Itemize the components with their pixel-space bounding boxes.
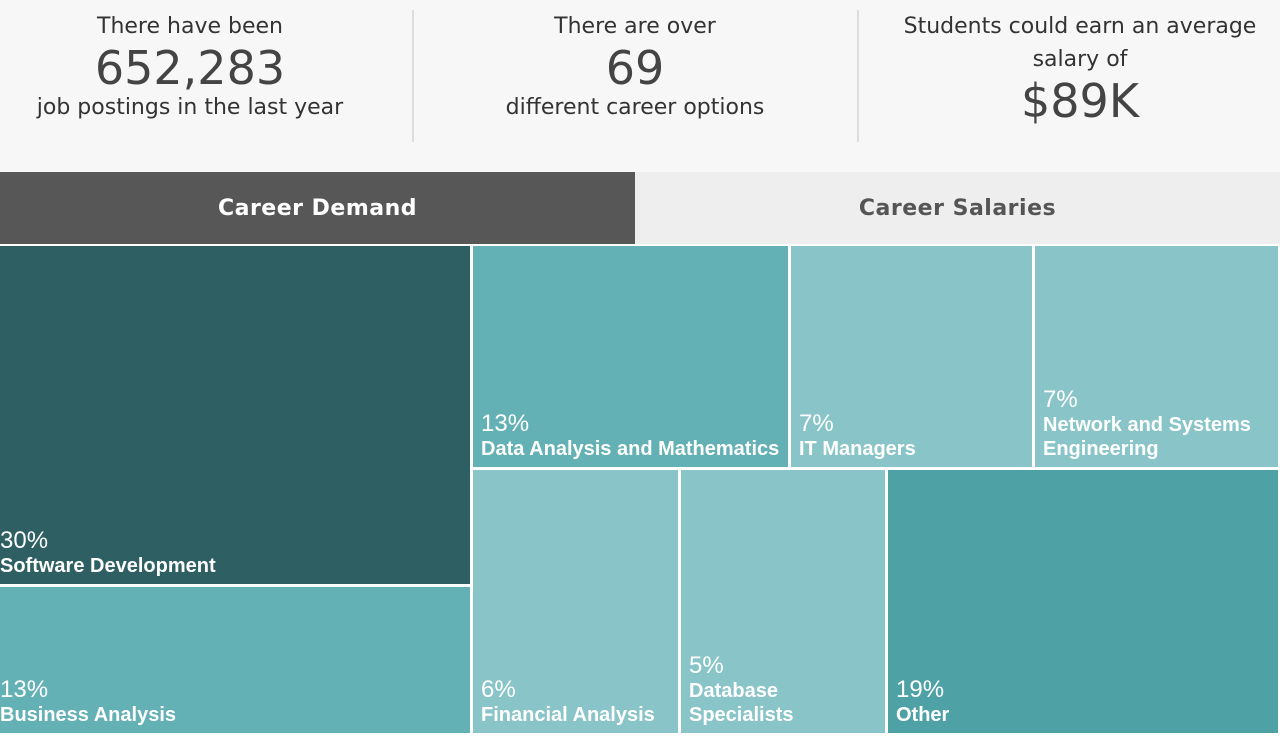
stat-career-options: There are over 69 different career optio…	[440, 10, 830, 142]
cell-name: Other	[896, 704, 950, 726]
stat-post-text: different career options	[505, 95, 765, 120]
tab-career-demand[interactable]: Career Demand	[0, 172, 635, 244]
treemap-cell-data-analysis[interactable]: 13% Data Analysis and Mathematics	[473, 246, 788, 467]
stat-pre-text: There are over	[554, 14, 716, 39]
cell-percent: 6%	[481, 676, 516, 703]
stats-banner: There have been 652,283 job postings in …	[0, 0, 1280, 172]
stat-value: $89K	[1021, 74, 1139, 128]
cell-label: 7% Network and Systems Engineering	[1043, 387, 1258, 461]
stat-value: 69	[605, 41, 665, 95]
treemap-cell-network-systems[interactable]: 7% Network and Systems Engineering	[1035, 246, 1278, 467]
tab-career-salaries[interactable]: Career Salaries	[635, 172, 1280, 244]
cell-name: Financial Analysis	[481, 704, 655, 726]
cell-name: Business Analysis	[0, 704, 177, 726]
treemap-cell-business-analysis[interactable]: 13% Business Analysis	[0, 587, 470, 733]
stat-pre-text: There have been	[97, 14, 283, 39]
cell-name: Database Specialists	[689, 680, 794, 726]
divider	[857, 10, 859, 142]
stat-post-text: job postings in the last year	[36, 95, 344, 120]
stat-value: 652,283	[94, 41, 286, 95]
cell-name: Data Analysis and Mathematics	[481, 438, 780, 460]
stat-pre-text: Students could earn an average salary of	[903, 14, 1257, 72]
treemap-cell-software-development[interactable]: 30% Software Development	[0, 246, 470, 584]
cell-percent: 13%	[0, 676, 49, 703]
divider	[412, 10, 414, 142]
cell-name: IT Managers	[799, 438, 916, 460]
stat-job-postings: There have been 652,283 job postings in …	[0, 10, 380, 142]
cell-percent: 7%	[799, 410, 834, 437]
stat-average-salary: Students could earn an average salary of…	[900, 10, 1260, 142]
cell-label: 6% Financial Analysis	[481, 677, 672, 727]
cell-label: 19% Other	[896, 677, 1272, 727]
cell-percent: 30%	[0, 527, 49, 554]
cell-percent: 13%	[481, 410, 530, 437]
career-demand-treemap: 30% Software Development 13% Business An…	[0, 244, 1280, 736]
treemap-cell-other[interactable]: 19% Other	[888, 470, 1278, 733]
cell-name: Software Development	[0, 555, 216, 577]
cell-percent: 5%	[689, 652, 724, 679]
cell-label: 13% Business Analysis	[0, 677, 464, 727]
tab-bar: Career Demand Career Salaries	[0, 172, 1280, 244]
treemap-cell-it-managers[interactable]: 7% IT Managers	[791, 246, 1032, 467]
cell-percent: 7%	[1043, 386, 1078, 413]
cell-label: 13% Data Analysis and Mathematics	[481, 411, 782, 461]
cell-name: Network and Systems Engineering	[1043, 414, 1251, 460]
cell-label: 5% Database Specialists	[689, 653, 825, 727]
cell-label: 30% Software Development	[0, 528, 464, 578]
cell-label: 7% IT Managers	[799, 411, 1026, 461]
cell-percent: 19%	[896, 676, 945, 703]
treemap-cell-database-specialists[interactable]: 5% Database Specialists	[681, 470, 885, 733]
treemap-cell-financial-analysis[interactable]: 6% Financial Analysis	[473, 470, 678, 733]
